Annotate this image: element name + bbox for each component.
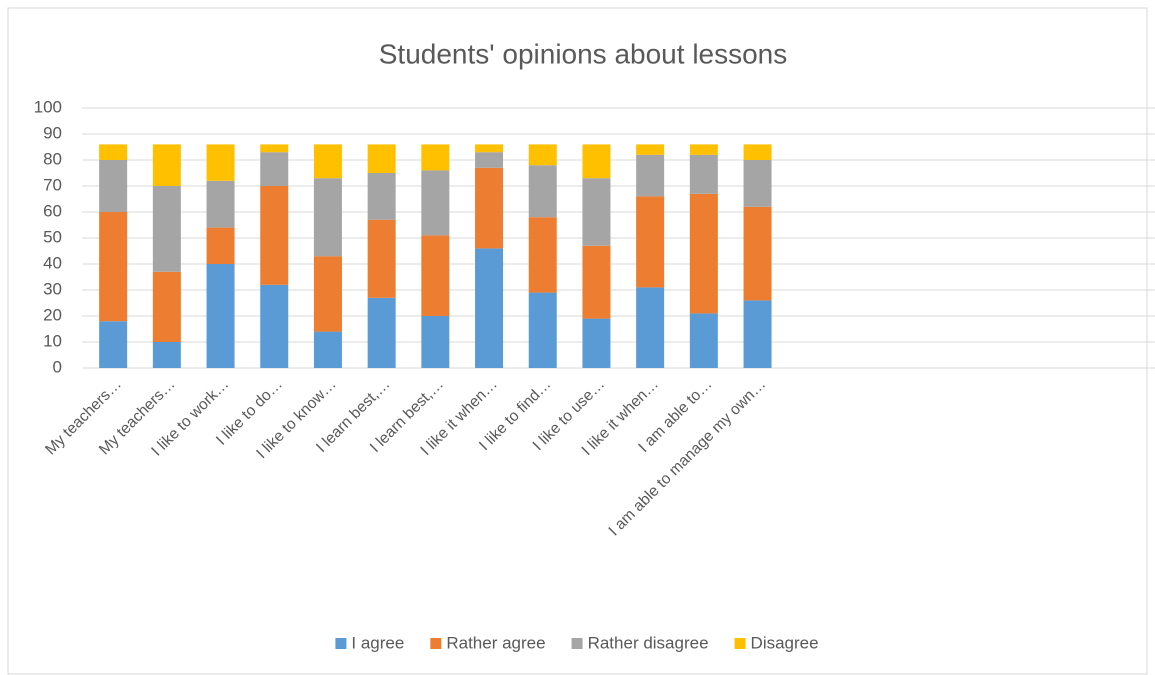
bar-segment: [367, 144, 396, 173]
bar-segment: [313, 256, 342, 332]
y-tick-label: 70: [43, 175, 62, 194]
bar-segment: [582, 245, 611, 319]
bar-segment: [689, 154, 718, 194]
y-tick-label: 90: [43, 123, 62, 142]
y-tick-label: 40: [43, 253, 62, 272]
bar-segment: [689, 193, 718, 314]
y-tick-label: 80: [43, 149, 62, 168]
y-tick-label: 0: [53, 357, 62, 376]
chart-title: Students' opinions about lessons: [379, 38, 788, 69]
y-tick-label: 30: [43, 279, 62, 298]
legend-label: Disagree: [751, 633, 819, 652]
bar-segment: [206, 144, 235, 181]
bar-segment: [743, 300, 772, 368]
bar-segment: [475, 167, 504, 249]
bar-segment: [689, 144, 718, 155]
bar-segment: [636, 144, 665, 155]
bar-segment: [367, 173, 396, 220]
bar-segment: [367, 219, 396, 298]
y-tick-label: 20: [43, 305, 62, 324]
bar-segment: [743, 144, 772, 160]
bar-segment: [743, 160, 772, 207]
bar-segment: [260, 186, 289, 285]
legend-label: Rather agree: [446, 633, 545, 652]
bar-segment: [313, 331, 342, 368]
bar-segment: [206, 180, 235, 228]
bar-segment: [313, 144, 342, 179]
bar-segment: [582, 144, 611, 179]
bar-segment: [528, 292, 557, 368]
bar-segment: [636, 196, 665, 288]
bar-segment: [99, 144, 128, 160]
bar-segment: [421, 144, 450, 171]
legend-swatch: [335, 638, 347, 649]
bar-segment: [743, 206, 772, 301]
bar-segment: [528, 144, 557, 166]
bar-segment: [528, 217, 557, 293]
bar-segment: [636, 154, 665, 197]
bar-segment: [421, 170, 450, 236]
legend-label: I agree: [351, 633, 404, 652]
bar-segment: [99, 321, 128, 368]
bar-segment: [206, 227, 235, 264]
bar-segment: [313, 178, 342, 257]
bar-segment: [421, 316, 450, 368]
y-tick-label: 100: [34, 97, 62, 116]
bar-segment: [260, 152, 289, 186]
bar-segment: [475, 144, 504, 153]
bar-segment: [152, 342, 181, 368]
bar-segment: [152, 144, 181, 186]
bar-segment: [260, 144, 289, 153]
bar-segment: [260, 284, 289, 368]
bar-segment: [421, 235, 450, 316]
legend-swatch: [734, 638, 746, 649]
bar-segment: [528, 165, 557, 218]
chart-frame: [7, 7, 1148, 675]
bar-segment: [367, 297, 396, 368]
bar-segment: [99, 212, 128, 322]
legend-swatch: [571, 638, 583, 649]
legend-label: Rather disagree: [588, 633, 709, 652]
bar-segment: [206, 264, 235, 368]
bar-segment: [152, 186, 181, 272]
bar-segment: [152, 271, 181, 342]
y-tick-label: 60: [43, 201, 62, 220]
bar-segment: [582, 178, 611, 246]
bar-segment: [475, 248, 504, 368]
legend-swatch: [430, 638, 442, 649]
bar-segment: [99, 160, 128, 212]
y-tick-label: 50: [43, 227, 62, 246]
bar-segment: [582, 318, 611, 368]
y-tick-label: 10: [43, 331, 62, 350]
bar-segment: [689, 313, 718, 368]
bar-segment: [636, 287, 665, 368]
bar-segment: [475, 152, 504, 168]
